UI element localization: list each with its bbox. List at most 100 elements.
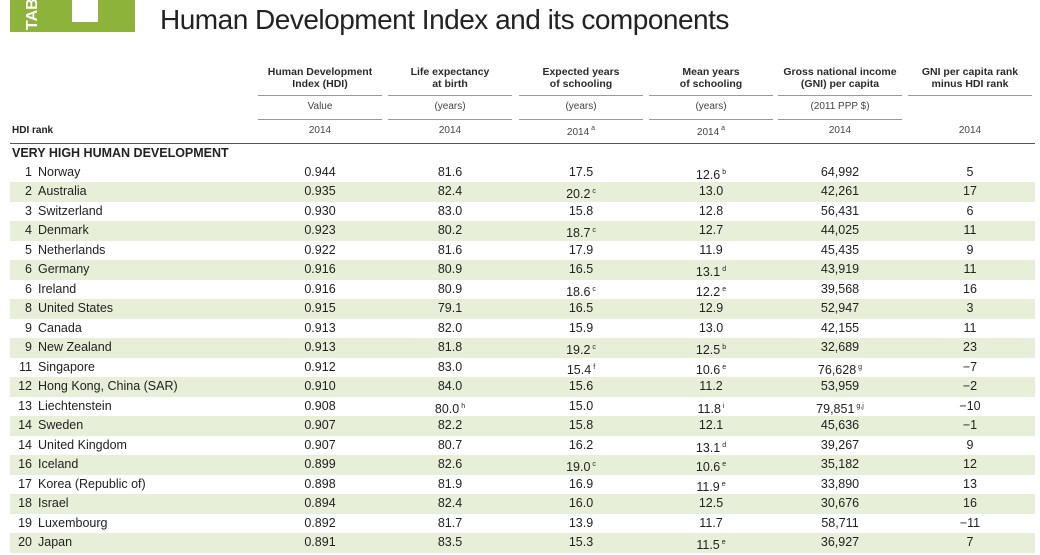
country: Germany (38, 262, 90, 276)
column-title: Expected years of schooling (542, 66, 620, 90)
value: 80.9 (437, 262, 463, 276)
cell: 39,568 (775, 280, 905, 300)
cell: 12.5 b (646, 338, 776, 361)
rank: 11 (19, 359, 32, 374)
country: United Kingdom (38, 437, 127, 452)
value: 9 (966, 242, 974, 257)
column-year: 2014 (385, 125, 515, 136)
value: 82.4 (437, 496, 463, 510)
cell: 82.6 (385, 455, 515, 475)
value: 12.9 (698, 301, 724, 315)
cell: 80.9 (385, 260, 515, 280)
footnote-mark: c (592, 188, 596, 195)
cell: 10.6 e (646, 358, 776, 381)
cell: −1 (905, 416, 1035, 436)
value: 0.894 (304, 496, 336, 510)
cell: 80.7 (385, 436, 515, 456)
cell: 19.2 c (516, 338, 646, 361)
cell: 84.0 (385, 377, 515, 397)
value: 12 (963, 457, 977, 471)
rank: 2 (25, 184, 32, 198)
rank: 19 (18, 515, 32, 530)
rank: 1 (25, 164, 32, 179)
cell: 53,959 (775, 377, 905, 397)
value: 10.6 (695, 362, 721, 377)
value: 0.908 (304, 398, 336, 413)
value: 80.2 (437, 223, 463, 237)
value: 81.7 (437, 515, 463, 530)
cell: 33,890 (775, 475, 905, 495)
cell: 83.0 (385, 202, 515, 222)
cell: 58,711 (775, 514, 905, 534)
cell: 7 (905, 533, 1035, 553)
country: Israel (38, 496, 69, 510)
cell: 16 (905, 280, 1035, 300)
value: 0.930 (304, 203, 336, 218)
cell: 0.916 (255, 280, 385, 300)
footnote-mark: a (721, 125, 726, 132)
cell: 10.6 e (646, 455, 776, 478)
table-row: 17 Korea (Republic of) 0.898 81.9 16.9 11.9 e 3… (10, 475, 1035, 495)
footnote-mark: e (722, 285, 727, 293)
value: 0.915 (304, 301, 336, 315)
country: Canada (38, 320, 82, 335)
cell: 16 (905, 494, 1035, 514)
table-row: 16 Iceland 0.899 82.6 19.0 c 10.6 e 35,182 12 (10, 455, 1035, 475)
country: Hong Kong, China (SAR) (38, 379, 178, 393)
value: 17.9 (568, 242, 594, 257)
country: Norway (38, 164, 81, 179)
rank-label: HDI rank (12, 125, 54, 136)
rank: 6 (25, 281, 32, 296)
cell: 0.915 (255, 299, 385, 319)
column-year: 2014 a (646, 125, 776, 138)
value: 11.9 (699, 242, 723, 257)
value: 20.2 (566, 187, 591, 201)
cell: 36,927 (775, 533, 905, 553)
rank: 8 (25, 301, 32, 315)
value: 79.1 (437, 301, 463, 315)
value: 16.0 (568, 496, 594, 510)
value: 82.6 (437, 457, 463, 471)
cell: 39,267 (775, 436, 905, 456)
cell: 12 (905, 455, 1035, 475)
cell: 0.912 (255, 358, 385, 378)
value: 18.6 (566, 284, 591, 299)
column-year: 2014 (905, 125, 1035, 136)
value: 12.1 (698, 418, 724, 432)
cell: 6 (905, 202, 1035, 222)
value: 82.0 (437, 320, 463, 335)
value: 16.5 (568, 301, 594, 315)
value: 16 (963, 281, 977, 296)
rule (388, 95, 512, 96)
footnote-mark: e (722, 363, 727, 371)
cell: 0.907 (255, 436, 385, 456)
cell: 15.6 (516, 377, 646, 397)
value: 13.0 (698, 320, 724, 335)
cell: 13.0 (646, 182, 776, 202)
value: 80.7 (437, 437, 463, 452)
column-title: Gross national income (GNI) per capita (783, 66, 897, 90)
rule (908, 95, 1032, 96)
table-row: 9 Canada 0.913 82.0 15.9 13.0 42,155 11 (10, 319, 1035, 339)
cell: 11.9 e (646, 475, 776, 498)
value: 0.898 (304, 476, 336, 491)
cell: 82.4 (385, 494, 515, 514)
cell: 0.930 (255, 202, 385, 222)
cell: 15.0 (516, 397, 646, 417)
value: −11 (959, 515, 981, 530)
cell: 76,628 g (775, 358, 905, 381)
value: 39,568 (820, 281, 860, 296)
rank: 3 (25, 203, 32, 218)
column-title: GNI per capita rank minus HDI rank (921, 66, 1019, 90)
cell: 42,261 (775, 182, 905, 202)
year: 2014 (566, 127, 590, 138)
value: 11.2 (699, 379, 723, 393)
cell: 16.0 (516, 494, 646, 514)
value: −2 (962, 379, 978, 393)
column-year: 2014 (775, 125, 905, 136)
cell: 79.1 (385, 299, 515, 319)
table-row: 5 Netherlands 0.922 81.6 17.9 11.9 45,435 9 (10, 241, 1035, 261)
value: 0.935 (304, 184, 336, 198)
value: 12.5 (695, 343, 721, 357)
value: 12.8 (698, 203, 724, 218)
